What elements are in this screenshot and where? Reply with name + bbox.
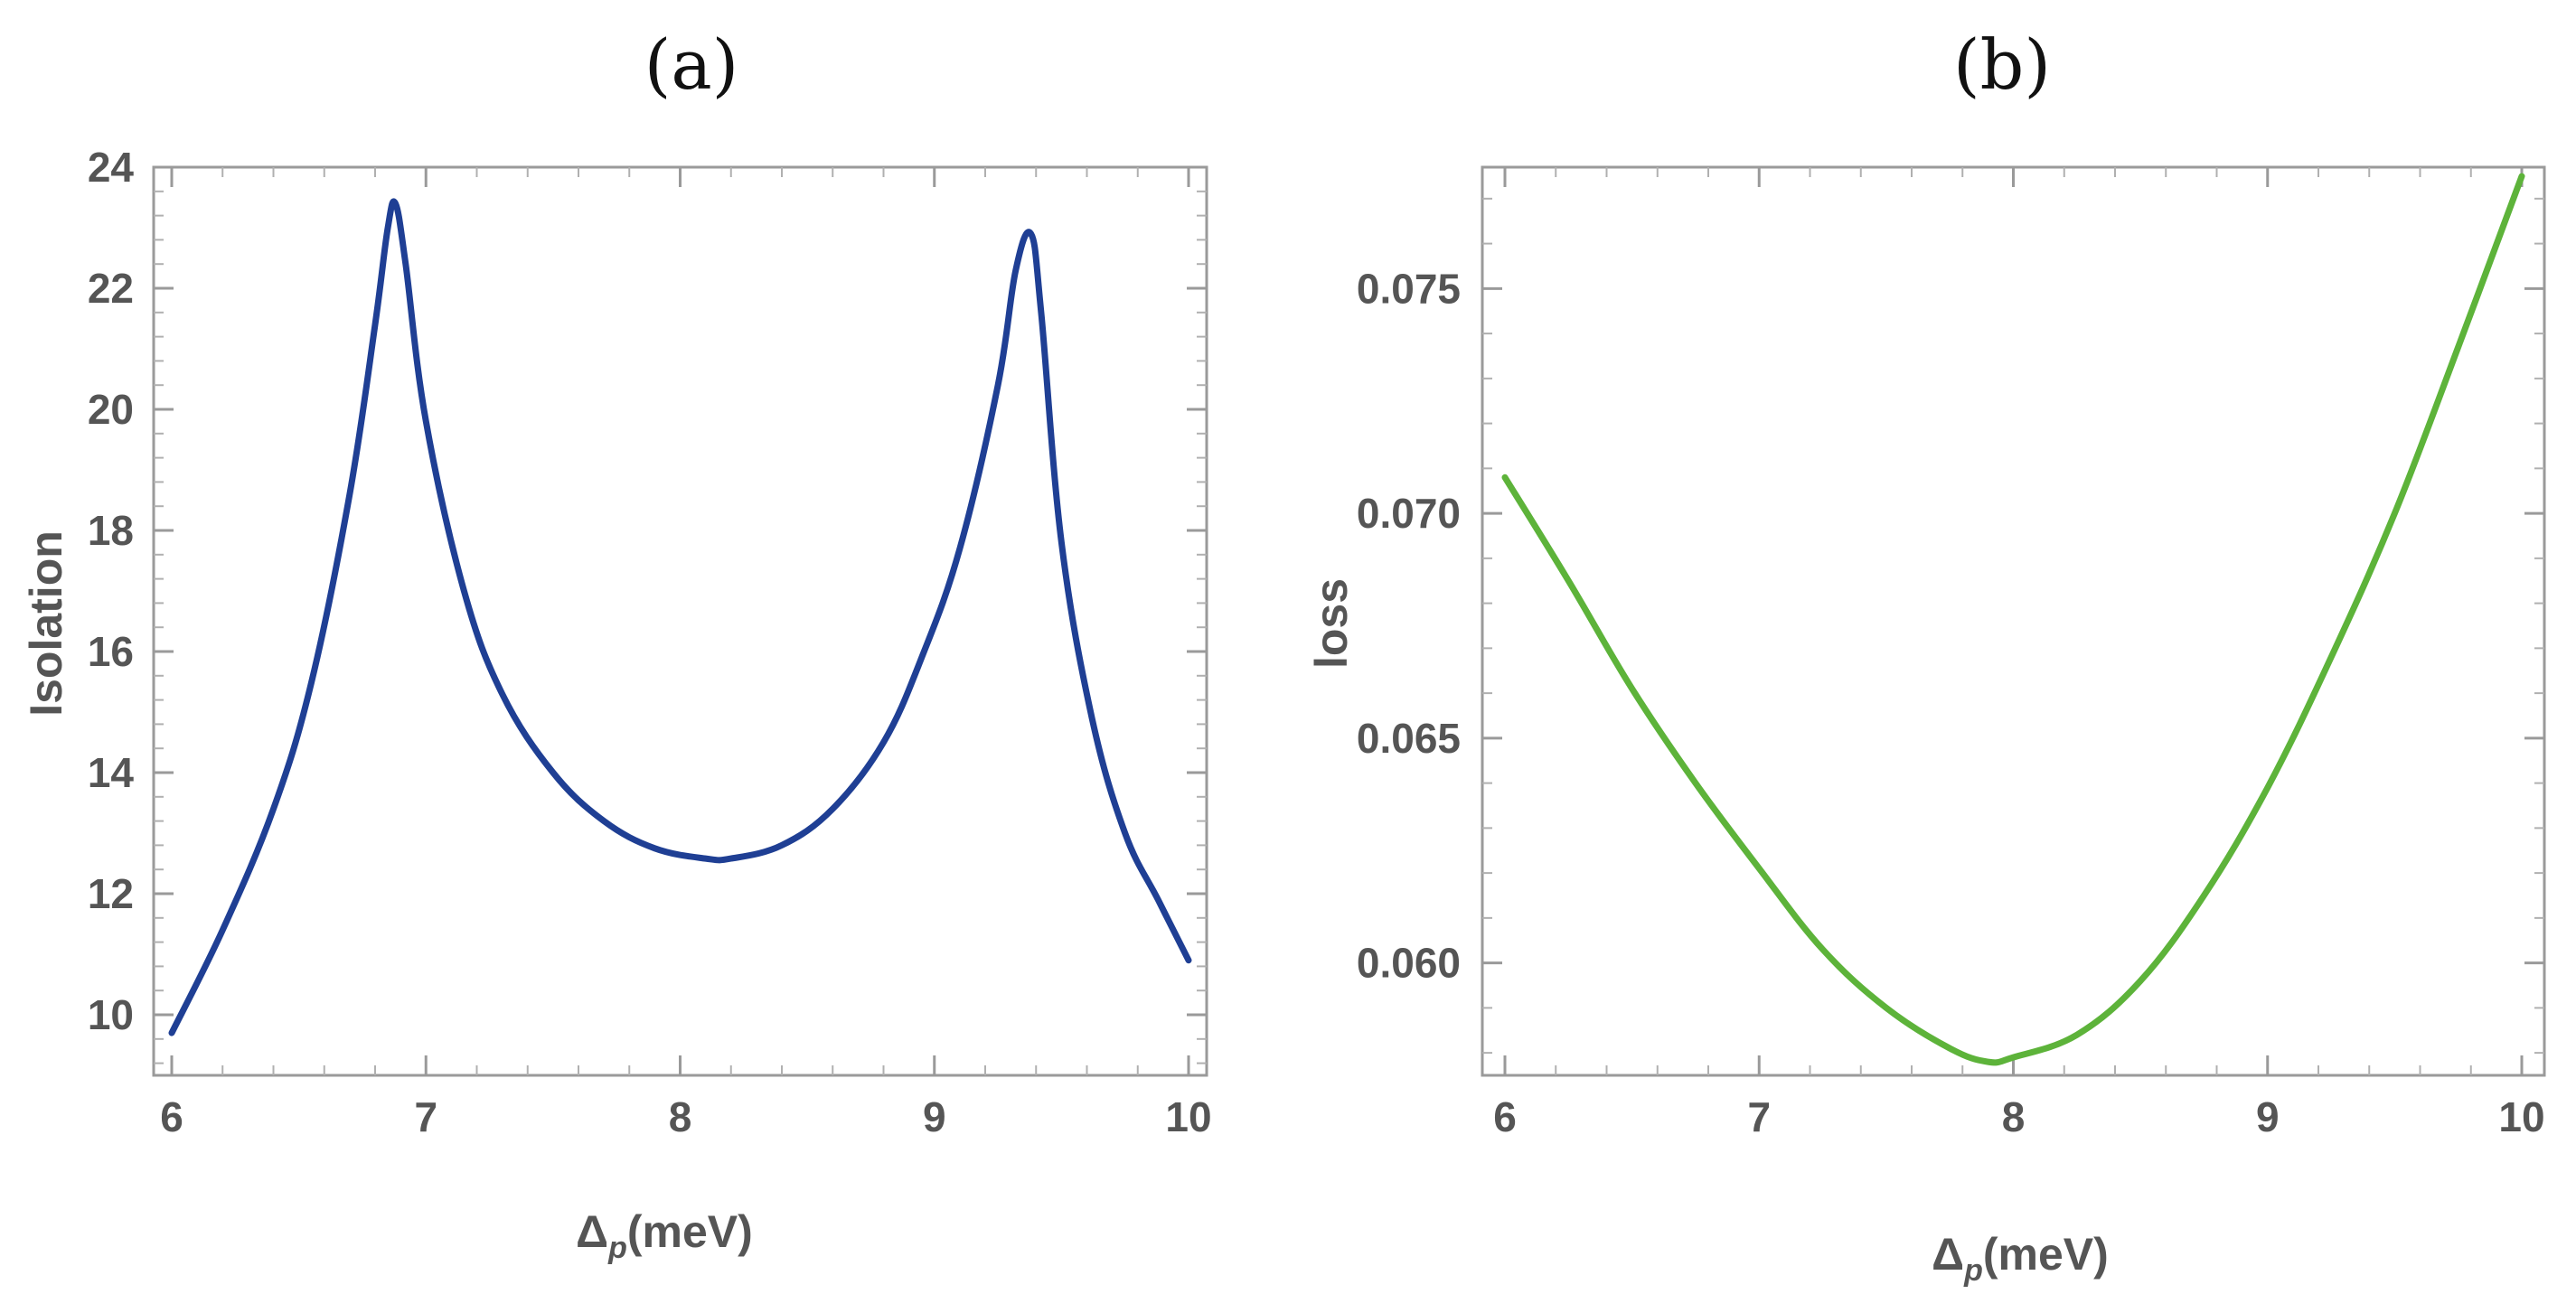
panel-b-loss-chart: (b) 6 7 8 9 10 0.060 0.065 0.070 0.075 loss Δp(… xyxy=(1306,24,2546,1288)
x-tick-label: 8 xyxy=(669,1093,692,1140)
y-tick-label: 22 xyxy=(88,265,134,312)
y-tick-label: 0.060 xyxy=(1357,940,1461,987)
panel-a-isolation-chart: (a) 6 7 8 9 10 10 12 14 16 18 20 22 24 Isolation Δp… xyxy=(21,24,1212,1265)
x-tick-label: 10 xyxy=(1165,1093,1211,1140)
x-tick-label: 6 xyxy=(160,1093,183,1140)
x-tick-labels-a: 6 7 8 9 10 xyxy=(160,1093,1211,1140)
x-axis-label-b-symbol: Δ xyxy=(1932,1229,1964,1280)
x-tick-label: 8 xyxy=(2002,1093,2026,1140)
y-tick-label: 0.065 xyxy=(1357,715,1461,762)
x-tick-label: 10 xyxy=(2498,1093,2544,1140)
x-axis-label-b-sub: p xyxy=(1963,1253,1983,1288)
y-axis-label-a: Isolation xyxy=(21,530,71,717)
x-tick-label: 7 xyxy=(414,1093,437,1140)
y-tick-label: 10 xyxy=(88,991,134,1038)
x-tick-label: 7 xyxy=(1747,1093,1771,1140)
y-tick-label: 0.070 xyxy=(1357,490,1461,537)
series-line-isolation xyxy=(168,198,1192,1036)
y-axis-label-b: loss xyxy=(1306,578,1357,669)
y-tick-label: 24 xyxy=(88,144,135,191)
y-tick-label: 14 xyxy=(88,749,135,796)
y-tick-label: 0.075 xyxy=(1357,265,1461,312)
x-axis-label-b-unit: (meV) xyxy=(1983,1229,2109,1280)
plot-frame-b xyxy=(1481,165,2546,1077)
y-tick-label: 20 xyxy=(88,386,134,433)
series-line-loss xyxy=(1501,173,2525,1066)
y-tick-label: 12 xyxy=(88,870,134,917)
x-axis-label-a-sub: p xyxy=(607,1231,627,1265)
plot-frame-a xyxy=(152,165,1208,1077)
x-tick-label: 9 xyxy=(2256,1093,2280,1140)
x-axis-label-a-symbol: Δ xyxy=(576,1206,608,1257)
x-tick-label: 6 xyxy=(1493,1093,1517,1140)
y-tick-label: 18 xyxy=(88,507,134,554)
y-tick-labels-a: 10 12 14 16 18 20 22 24 xyxy=(88,144,135,1038)
y-tick-labels-b: 0.060 0.065 0.070 0.075 xyxy=(1357,265,1461,986)
x-tick-label: 9 xyxy=(923,1093,946,1140)
panel-title-a: (a) xyxy=(644,24,739,105)
y-tick-label: 16 xyxy=(88,628,134,675)
panel-title-b: (b) xyxy=(1953,24,2051,105)
x-tick-labels-b: 6 7 8 9 10 xyxy=(1493,1093,2544,1140)
axis-ticks-a xyxy=(154,165,1207,1075)
x-axis-label-a-unit: (meV) xyxy=(627,1206,753,1257)
x-axis-label-b: Δp(meV) xyxy=(1932,1229,2109,1288)
x-axis-label-a: Δp(meV) xyxy=(576,1206,753,1265)
axis-ticks-b xyxy=(1482,167,2544,1075)
